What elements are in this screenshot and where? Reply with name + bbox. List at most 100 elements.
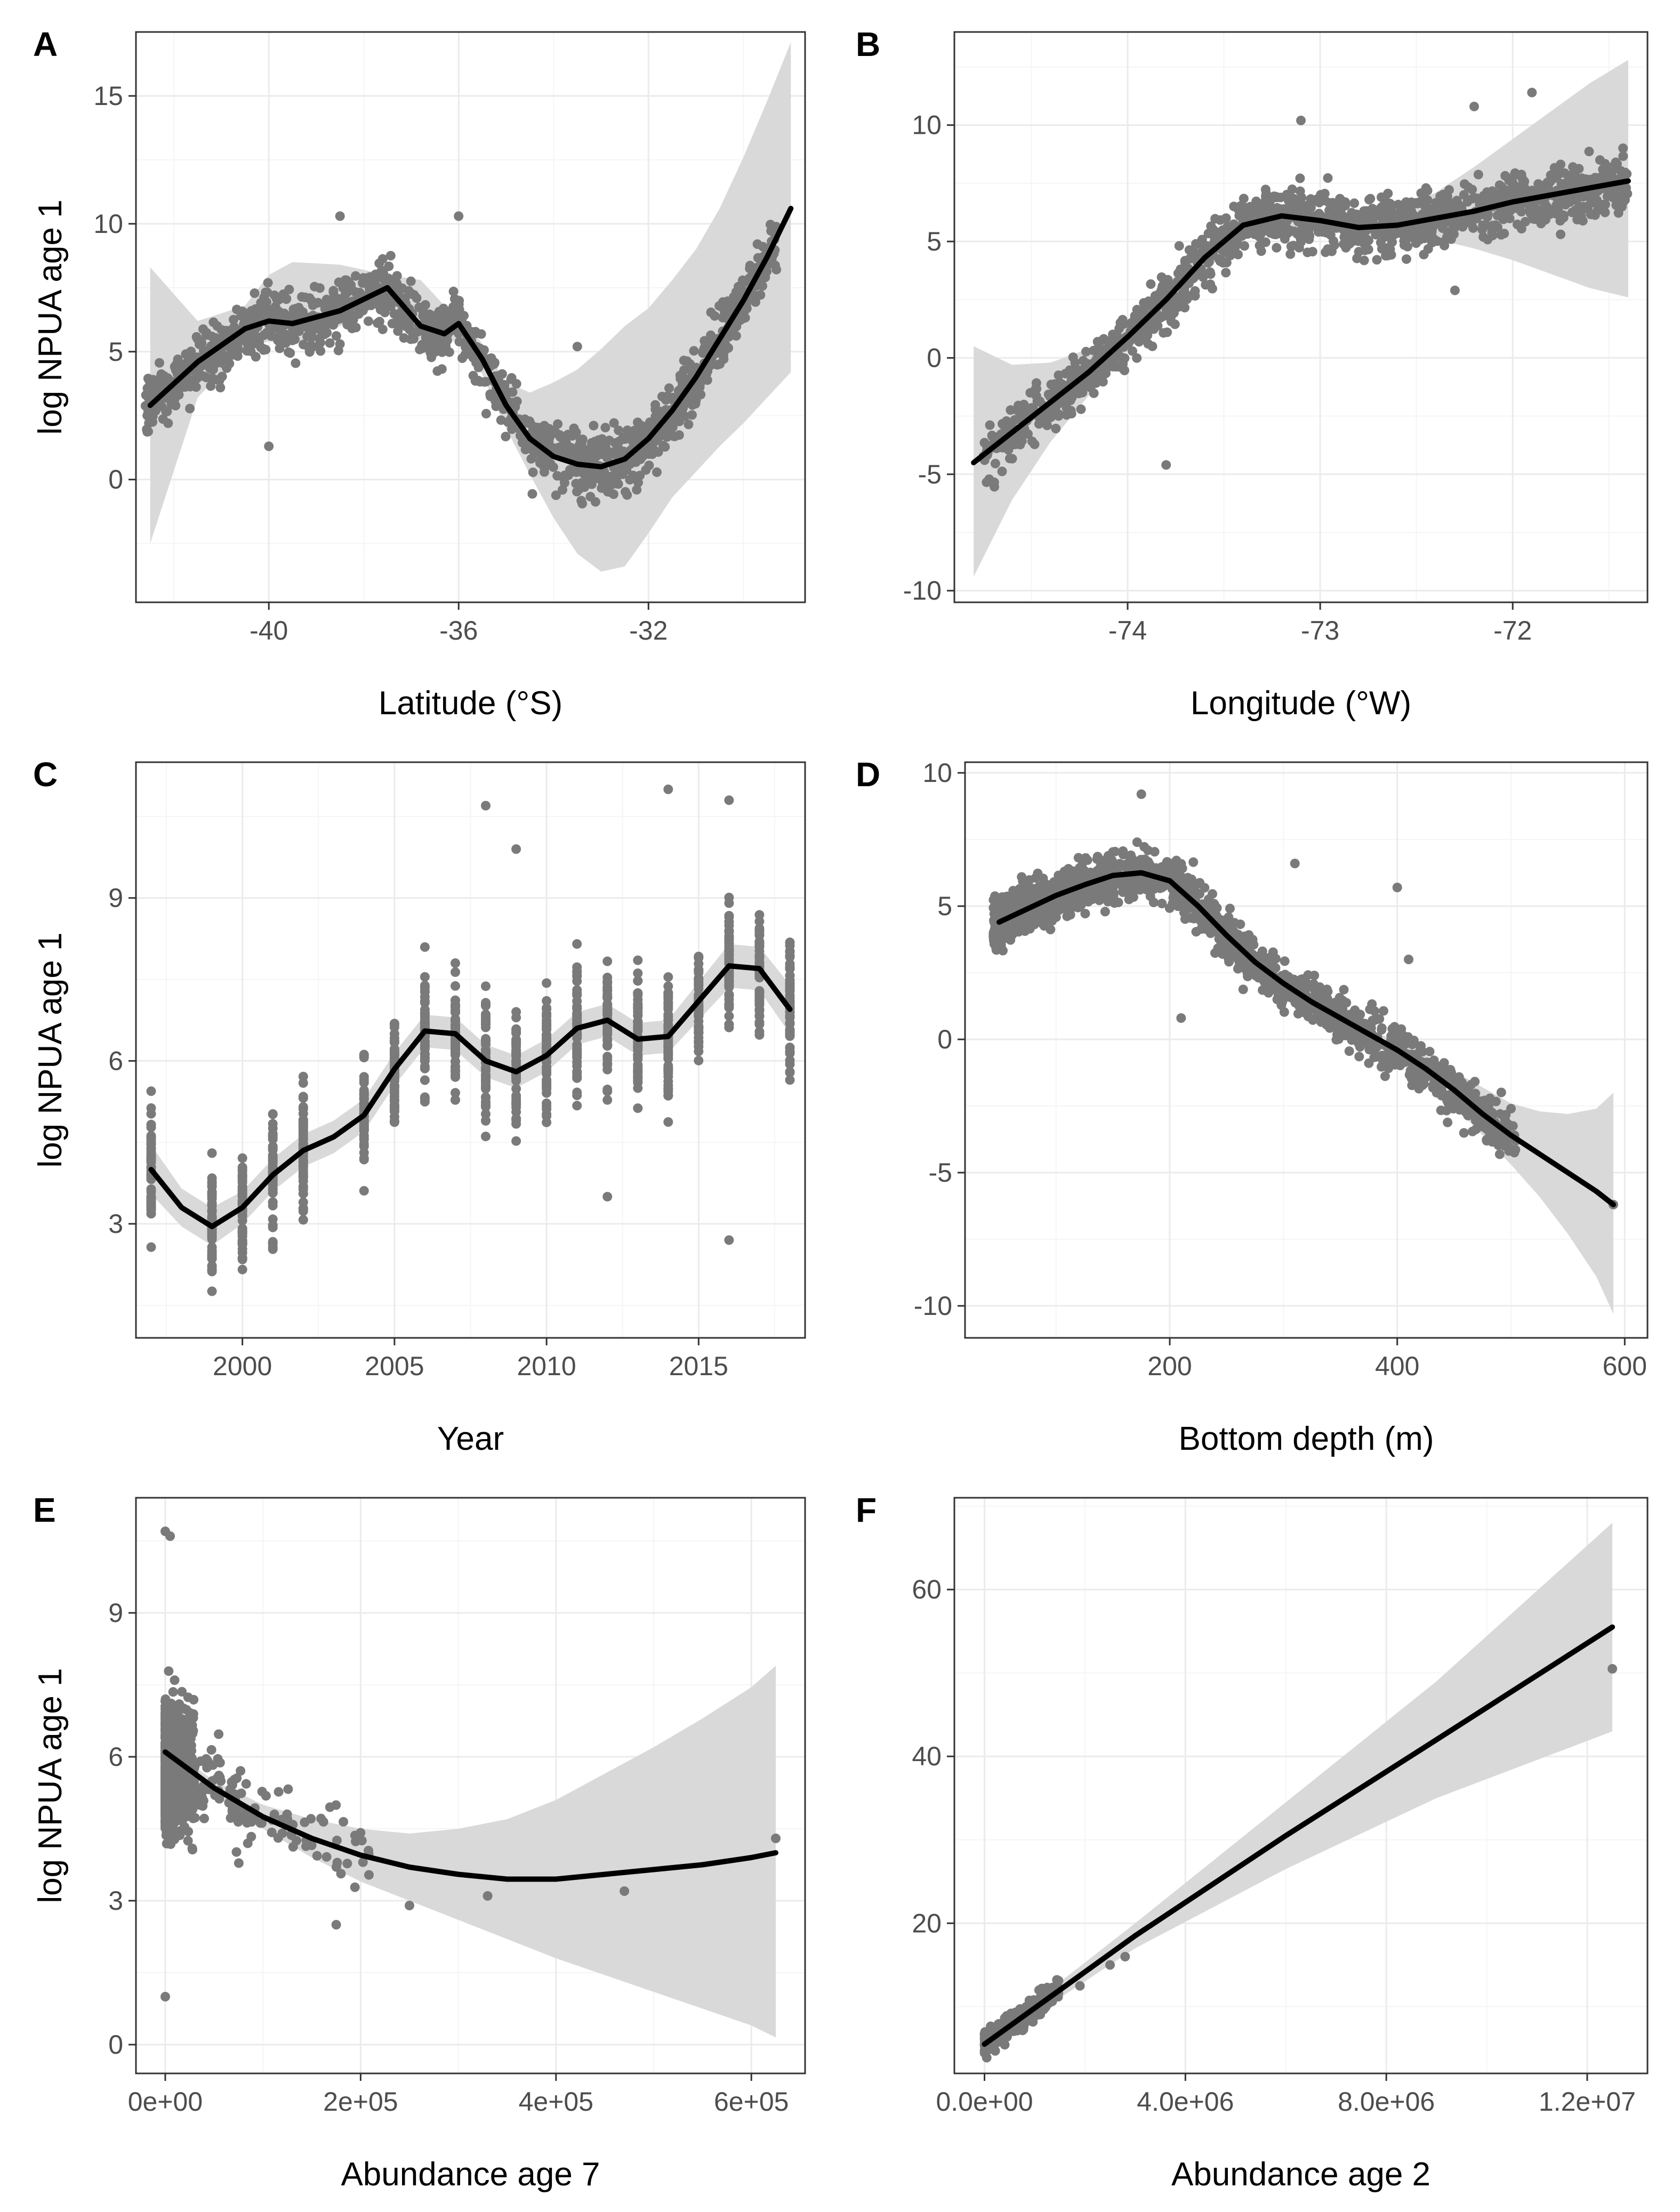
data-point (229, 314, 238, 325)
data-point (1494, 192, 1505, 202)
data-point (689, 346, 699, 356)
data-point (1286, 226, 1296, 236)
data-point (754, 988, 765, 997)
data-point (658, 440, 668, 450)
data-point (208, 317, 219, 327)
data-point (650, 403, 661, 414)
data-point (1618, 151, 1628, 161)
data-point (155, 373, 165, 383)
data-point (269, 290, 279, 300)
data-point (1496, 1087, 1506, 1097)
data-point (785, 1068, 795, 1078)
data-point (724, 898, 734, 908)
data-point (724, 999, 734, 1009)
data-point (1385, 199, 1395, 209)
data-point (710, 311, 720, 321)
data-point (633, 1002, 643, 1012)
data-point (436, 314, 446, 324)
data-point (1391, 228, 1401, 238)
data-point (997, 466, 1007, 477)
y-tick-label: 0 (927, 343, 942, 373)
data-point (552, 471, 562, 481)
data-point (207, 1286, 217, 1296)
data-point (602, 1095, 613, 1105)
data-point (1182, 294, 1192, 304)
data-point (1304, 234, 1314, 244)
data-point (143, 426, 153, 437)
data-point (392, 271, 402, 281)
data-point (427, 352, 437, 362)
data-point (1413, 198, 1423, 208)
data-point (1216, 256, 1226, 265)
data-point (1295, 186, 1305, 196)
data-point (174, 361, 184, 371)
data-point (206, 381, 216, 391)
data-point (609, 418, 619, 428)
data-point (602, 993, 613, 1003)
data-point (1066, 406, 1076, 416)
data-point (771, 264, 782, 275)
data-point (694, 1024, 704, 1034)
data-point (511, 844, 521, 854)
data-point (754, 1019, 765, 1029)
data-point (344, 286, 354, 296)
data-point (451, 1006, 460, 1016)
data-point (663, 1039, 673, 1050)
data-point (687, 400, 697, 410)
data-point (481, 981, 491, 991)
data-point (1567, 173, 1577, 183)
data-point (148, 417, 158, 427)
data-point (664, 383, 674, 393)
data-point (1354, 247, 1364, 257)
data-point (389, 1022, 399, 1032)
data-point (544, 437, 554, 447)
data-point (298, 1197, 308, 1207)
data-point (284, 285, 294, 295)
data-point (501, 432, 511, 441)
y-tick-label: 5 (108, 337, 123, 367)
data-point (385, 302, 396, 312)
data-point (359, 1053, 369, 1063)
data-point (511, 1076, 521, 1086)
data-point (724, 1019, 734, 1029)
data-point (586, 438, 597, 448)
data-point (1132, 837, 1142, 847)
data-point (700, 343, 710, 353)
data-point (1221, 268, 1231, 278)
data-point (785, 1055, 795, 1065)
data-point (754, 1030, 765, 1040)
data-point (572, 1044, 582, 1054)
data-point (389, 1096, 399, 1106)
data-point (724, 1011, 734, 1021)
data-point (622, 490, 632, 500)
data-point (511, 1136, 521, 1146)
data-point (563, 430, 573, 440)
x-axis-title: Latitude (°S) (379, 685, 562, 722)
data-point (724, 1235, 734, 1245)
data-point (481, 1001, 491, 1011)
data-point (1016, 409, 1026, 419)
data-point (268, 1222, 278, 1232)
data-point (1236, 201, 1246, 212)
data-point (512, 397, 522, 406)
data-point (1252, 204, 1262, 214)
data-point (1450, 223, 1460, 233)
data-point (669, 431, 679, 441)
data-point (561, 447, 571, 457)
data-point (542, 1034, 552, 1044)
data-point (1428, 233, 1438, 243)
x-tick-label: -74 (1108, 616, 1147, 645)
data-point (1372, 255, 1382, 265)
data-point (1147, 341, 1157, 351)
data-point (1027, 437, 1037, 446)
data-point (1225, 251, 1235, 261)
x-axis-title: Year (437, 1420, 504, 1457)
data-point (268, 1109, 278, 1119)
data-point (1202, 241, 1212, 251)
data-point (451, 1067, 460, 1077)
data-point (1240, 241, 1249, 251)
data-point (1329, 236, 1338, 246)
data-point (262, 327, 272, 337)
data-point (360, 277, 371, 287)
data-point (1047, 411, 1056, 422)
